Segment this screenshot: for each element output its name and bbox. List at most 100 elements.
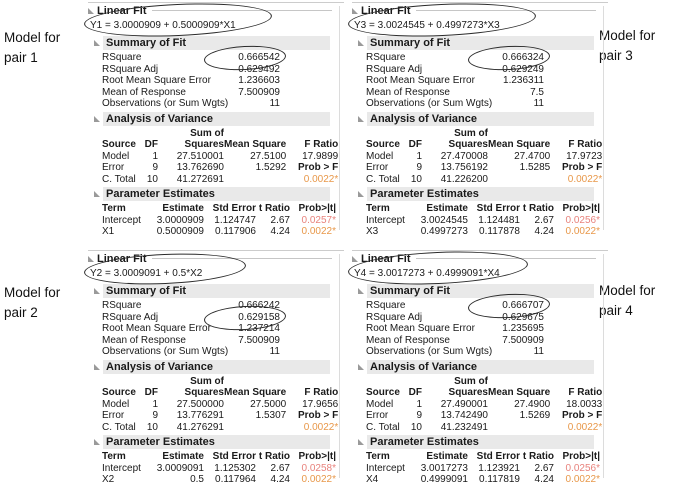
param-t-ratio: 4.24 bbox=[534, 474, 554, 485]
column-header: Estimate bbox=[426, 203, 468, 214]
stat-label: Observations (or Sum Wgts) bbox=[102, 346, 229, 357]
disclosure-triangle-icon[interactable] bbox=[358, 439, 364, 445]
table-row: Intercept 3.0024545 1.124481 2.67 0.0256… bbox=[366, 215, 600, 227]
stat-value: 1.236311 bbox=[503, 75, 544, 86]
param-estimate: 3.0009091 bbox=[156, 462, 204, 474]
table-row: X3 0.4997273 0.117878 4.24 0.0022* bbox=[366, 226, 600, 238]
param-estimate: 0.4997273 bbox=[420, 226, 468, 237]
anova-ms: 1.5307 bbox=[255, 410, 287, 421]
table-row: X1 0.5000909 0.117906 4.24 0.0022* bbox=[102, 226, 336, 238]
anova-source: C. Total bbox=[366, 173, 400, 185]
linear-fit-title: Linear Fit bbox=[97, 252, 147, 265]
table-row: RSquare 0.666324 bbox=[366, 52, 544, 64]
table-header-row: Source DF Squares Mean Square F Ratio bbox=[102, 387, 338, 399]
table-row: X4 0.4999091 0.117819 4.24 0.0022* bbox=[366, 474, 600, 486]
anova-ss: 13.742490 bbox=[440, 410, 488, 421]
anova-ms: 27.5000 bbox=[250, 398, 287, 410]
anova-table: Sum of Source DF Squares Mean Square F R… bbox=[102, 128, 338, 186]
prob-f-value: 0.0022* bbox=[303, 173, 339, 185]
column-header: Squares bbox=[448, 139, 488, 150]
disclosure-triangle-icon[interactable] bbox=[358, 40, 364, 46]
column-header: Term bbox=[102, 203, 126, 214]
disclosure-triangle-icon[interactable] bbox=[94, 115, 100, 122]
table-row: Observations (or Sum Wgts) 11 bbox=[366, 98, 544, 110]
prob-f-value: 0.0022* bbox=[567, 421, 603, 433]
anova-ss: 13.762690 bbox=[176, 162, 224, 173]
column-header: F Ratio bbox=[304, 139, 339, 150]
param-std-error: 0.117878 bbox=[479, 226, 520, 237]
column-header: F Ratio bbox=[304, 387, 339, 398]
linear-fit-header: Linear Fit bbox=[88, 2, 344, 17]
stat-label: RSquare bbox=[366, 300, 406, 311]
parameter-estimates-header: Parameter Estimates bbox=[94, 434, 344, 450]
column-header: Prob>|t| bbox=[562, 451, 600, 462]
anova-ss: 13.756192 bbox=[440, 162, 488, 173]
table-header-row: Sum of bbox=[102, 376, 338, 388]
disclosure-triangle-icon[interactable] bbox=[94, 439, 100, 445]
disclosure-triangle-icon[interactable] bbox=[94, 191, 100, 197]
model-pair-1-label: Model for pair 1 bbox=[4, 30, 61, 66]
disclosure-triangle-icon[interactable] bbox=[358, 191, 364, 197]
table-row: Error 9 13.762690 1.5292 Prob > F bbox=[102, 162, 338, 174]
stat-value: 0.666242 bbox=[238, 300, 280, 311]
stat-value: 0.666542 bbox=[238, 52, 280, 63]
stat-label: Mean of Response bbox=[102, 86, 186, 98]
column-header: Source bbox=[366, 387, 400, 398]
table-row: Error 9 13.756192 1.5285 Prob > F bbox=[366, 162, 602, 174]
column-header: Prob>|t| bbox=[298, 451, 336, 462]
column-header: Std Error bbox=[212, 203, 256, 214]
parameter-estimates-title: Parameter Estimates bbox=[103, 435, 330, 449]
disclosure-triangle-icon[interactable] bbox=[358, 115, 364, 122]
column-header: DF bbox=[408, 139, 422, 150]
table-row: RSquare Adj 0.629492 bbox=[102, 64, 280, 76]
anova-ss: 41.272691 bbox=[176, 173, 224, 185]
column-header: Mean Square bbox=[224, 387, 287, 398]
anova-df: 9 bbox=[416, 162, 422, 173]
table-row: Intercept 3.0000909 1.124747 2.67 0.0257… bbox=[102, 215, 336, 227]
disclosure-triangle-icon[interactable] bbox=[94, 288, 100, 294]
disclosure-triangle-icon[interactable] bbox=[358, 288, 364, 294]
prob-f-label: Prob > F bbox=[297, 410, 339, 421]
summary-of-fit-header: Summary of Fit bbox=[94, 35, 344, 51]
anova-ms: 27.4700 bbox=[514, 150, 551, 162]
disclosure-triangle-icon[interactable] bbox=[352, 255, 358, 262]
anova-source: Model bbox=[366, 398, 394, 410]
anova-source: Error bbox=[102, 410, 125, 421]
anova-source: Error bbox=[366, 162, 389, 173]
table-row: Mean of Response 7.500909 bbox=[102, 335, 280, 347]
anova-df: 1 bbox=[152, 398, 158, 410]
fit-equation: Y3 = 3.0024545 + 0.4997273*X3 bbox=[354, 20, 500, 31]
anova-ms bbox=[224, 422, 286, 434]
anova-title: Analysis of Variance bbox=[367, 111, 594, 126]
disclosure-triangle-icon[interactable] bbox=[352, 7, 358, 14]
parameter-estimates-title: Parameter Estimates bbox=[103, 187, 330, 201]
disclosure-triangle-icon[interactable] bbox=[88, 7, 94, 14]
stat-value: 7.500909 bbox=[238, 86, 280, 98]
anova-source: C. Total bbox=[102, 421, 136, 433]
anova-f-ratio: 17.9656 bbox=[302, 398, 339, 410]
param-term: Intercept bbox=[102, 462, 141, 474]
table-row: Mean of Response 7.500909 bbox=[366, 335, 544, 347]
disclosure-triangle-icon[interactable] bbox=[358, 363, 364, 370]
param-std-error: 0.117906 bbox=[215, 226, 256, 237]
header-rule bbox=[151, 258, 332, 259]
linear-fit-title: Linear Fit bbox=[361, 252, 411, 265]
anova-ss: 41.226200 bbox=[440, 173, 488, 185]
anova-df: 10 bbox=[410, 421, 422, 433]
table-row: Root Mean Square Error 1.237214 bbox=[102, 323, 280, 335]
column-header: Term bbox=[102, 451, 126, 462]
linear-fit-panel: Linear Fit Y4 = 3.0017273 + 0.4999091*X4… bbox=[347, 248, 608, 486]
column-header: Sum of bbox=[454, 127, 488, 139]
prob-f-label: Prob > F bbox=[561, 162, 603, 173]
disclosure-triangle-icon[interactable] bbox=[94, 363, 100, 370]
disclosure-triangle-icon[interactable] bbox=[88, 255, 94, 262]
summary-of-fit-table: RSquare 0.666324 RSquare Adj 0.629249 Root… bbox=[366, 52, 544, 110]
anova-f-ratio: 18.0033 bbox=[566, 398, 603, 410]
table-header-row: Term Estimate Std Error t Ratio Prob>|t| bbox=[366, 203, 600, 215]
disclosure-triangle-icon[interactable] bbox=[94, 40, 100, 46]
anova-ms bbox=[488, 174, 550, 186]
stat-value: 11 bbox=[533, 346, 544, 357]
table-row: Error 9 13.742490 1.5269 Prob > F bbox=[366, 410, 602, 422]
fit-equation: Y1 = 3.0000909 + 0.5000909*X1 bbox=[90, 20, 236, 31]
